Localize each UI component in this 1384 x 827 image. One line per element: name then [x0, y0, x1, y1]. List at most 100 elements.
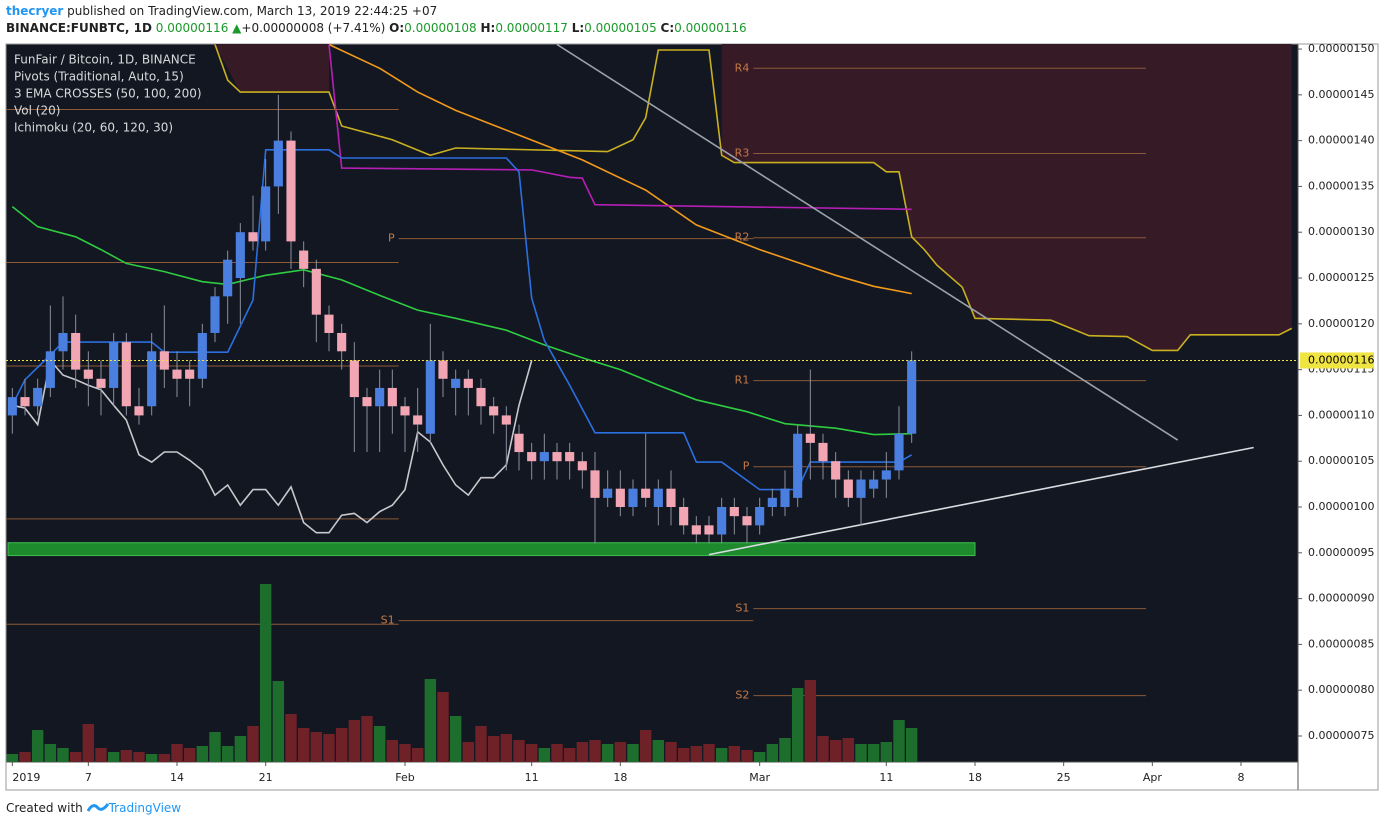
ohlc-value: 0.00000117 — [495, 21, 568, 35]
y-tick-label: 0.00000125 — [1308, 271, 1374, 284]
volume-bar — [335, 728, 348, 762]
ohlc-key: H: — [480, 21, 496, 35]
volume-bar — [31, 730, 44, 762]
candle-body — [261, 186, 271, 242]
volume-bar — [652, 740, 665, 762]
last-price-box — [1300, 352, 1374, 369]
candle-body — [691, 525, 701, 535]
candle-body — [552, 452, 562, 462]
candle-body — [387, 387, 397, 407]
volume-bar — [867, 744, 880, 762]
candle-body — [818, 442, 828, 462]
volume-bar — [487, 736, 500, 762]
candle-body — [7, 397, 17, 416]
candle-body — [869, 479, 879, 489]
candle-body — [489, 406, 499, 416]
volume-bar — [95, 748, 107, 762]
chart: P S1 R4 R3 R2 R1 P S1 S2 0.00000150 0.00000145 0.0… — [5, 42, 1379, 791]
volume-bar — [437, 692, 449, 762]
volume-bar — [791, 688, 804, 762]
logo — [86, 803, 109, 812]
y-tick-label: 0.00000080 — [1308, 683, 1374, 696]
volume-bar — [323, 734, 335, 762]
candle-body — [413, 415, 423, 425]
candle-body — [311, 268, 321, 315]
candle-body — [349, 360, 359, 398]
legend-entry: Pivots (Traditional, Auto, 15) — [14, 70, 184, 84]
pivot-label: R2 — [735, 231, 750, 244]
y-tick-label: 0.00000095 — [1308, 546, 1374, 559]
author[interactable]: thecryer — [6, 4, 64, 18]
candle-body — [362, 397, 372, 407]
candle-body — [375, 387, 385, 407]
candle-body — [628, 488, 638, 508]
candle-body — [577, 461, 587, 471]
candle-body — [653, 488, 663, 508]
volume-bar — [171, 744, 183, 762]
legend-entry: Vol (20) — [14, 104, 60, 118]
ichimoku-cloud — [215, 44, 329, 93]
candle-body — [856, 479, 866, 498]
x-tick-label: 11 — [525, 771, 539, 784]
volume-bar — [500, 734, 513, 762]
volume-bar — [589, 740, 601, 762]
header-line: thecryer published on TradingView.com, M… — [6, 4, 437, 18]
pivot-label: P — [743, 460, 750, 473]
ohlc-value: 0.00000116 — [674, 21, 747, 35]
volume-bar — [145, 754, 158, 762]
candle-body — [20, 397, 30, 407]
x-tick-label: 7 — [85, 771, 92, 784]
volume-bar — [614, 742, 627, 762]
volume-bar — [905, 728, 918, 762]
volume-bar — [411, 748, 424, 762]
ohlc-key: C: — [660, 21, 675, 35]
x-tick-label: 18 — [613, 771, 627, 784]
created: Created with — [6, 801, 83, 815]
y-tick-label: 0.00000135 — [1308, 179, 1374, 192]
y-tick-label: 0.00000150 — [1308, 42, 1374, 55]
volume-bar — [513, 740, 525, 762]
y-tick-label: 0.00000120 — [1308, 317, 1374, 330]
symbol: BINANCE:FUNBTC, 1D — [6, 21, 152, 35]
volume-bar — [677, 748, 690, 762]
volume-bar — [247, 726, 259, 762]
volume-bar — [424, 679, 437, 762]
volume-bar — [829, 740, 842, 762]
y-tick-label: 0.00000110 — [1308, 408, 1374, 421]
volume-bar — [69, 752, 82, 762]
legend-entry: Ichimoku (20, 60, 120, 30) — [14, 121, 173, 135]
volume-bar — [348, 720, 361, 762]
volume-bar — [221, 746, 234, 762]
candle-body — [223, 259, 233, 297]
candle-body — [299, 250, 309, 269]
volume-bar — [297, 728, 310, 762]
published: published on TradingView.com, March 13, … — [67, 4, 438, 18]
candle-body — [539, 452, 549, 462]
last: 0.00000116 — [155, 21, 229, 35]
x-tick-label: 2019 — [12, 771, 40, 784]
candle-body — [438, 360, 448, 379]
up-arrow: ▲ — [232, 21, 242, 35]
volume-bar — [209, 732, 221, 762]
candle-body — [159, 351, 169, 370]
volume-bar — [462, 742, 475, 762]
ohlc-value: 0.00000105 — [584, 21, 657, 35]
indicator-line — [556, 44, 1179, 441]
volume-bar — [259, 584, 272, 762]
x-tick-label: 11 — [879, 771, 893, 784]
volume-bar — [753, 752, 766, 762]
brand[interactable]: TradingView — [108, 801, 182, 815]
y-tick-label: 0.00000105 — [1308, 454, 1374, 467]
candle-body — [603, 488, 613, 498]
candle-body — [33, 387, 43, 407]
volume-bar — [880, 742, 893, 762]
candle-body — [248, 232, 258, 242]
candle-body — [755, 507, 765, 526]
candle-body — [793, 433, 803, 498]
x-axis-background — [6, 762, 1298, 790]
volume-bar — [563, 748, 576, 762]
indicator-line — [708, 446, 1254, 556]
candle-body — [717, 507, 727, 535]
volume-bar — [538, 748, 551, 762]
candle-body — [527, 452, 537, 462]
